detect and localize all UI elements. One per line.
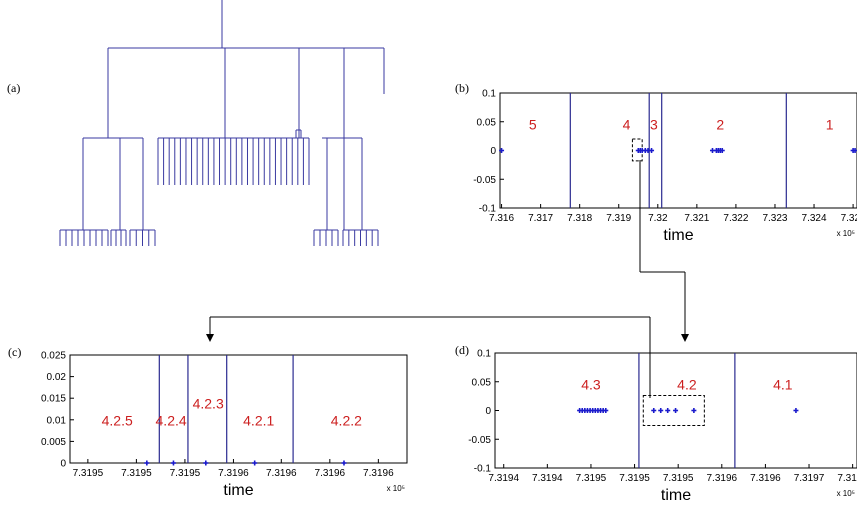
cluster-region-label: 4.2.1 [243,413,274,429]
x-tick-label: 7.3195 [170,468,201,479]
y-tick-label: 0.005 [41,437,66,448]
data-point [499,148,505,153]
y-tick-label: 0.05 [472,377,492,388]
x-axis-label: time [223,482,253,499]
cluster-region-label: 2 [716,117,724,133]
data-point [252,460,258,466]
x-axis-exponent: x 10⁵ [387,484,405,493]
data-point [649,148,655,153]
data-point [651,408,657,413]
data-point [203,460,209,466]
data-point [170,460,176,466]
x-tick-label: 7.3195 [121,468,152,479]
x-tick-label: 7.3194 [532,473,563,484]
x-tick-label: 7.32 [648,213,668,224]
x-tick-label: 7.3196 [266,468,297,479]
y-tick-label: 0.1 [482,89,496,100]
y-tick-label: 0.01 [47,415,67,426]
chart-panel-c: 0 0.005 0.01 0.015 0.02 0.025 7.3195 7.3195 7.31… [41,351,408,499]
chart-panel-d: -0.1 -0.05 0 0.05 0.1 7.3194 7.3194 7.3195 7.319… [468,349,857,504]
x-tick-label: 7.3195 [663,473,694,484]
panel-label-a: (a) [7,81,20,95]
arrowhead-d [681,334,689,342]
x-tick-label: 7.3196 [706,473,737,484]
x-tick-label: 7.324 [802,213,827,224]
x-axis-exponent: x 10⁵ [837,489,855,498]
x-tick-label: 7.322 [723,213,748,224]
y-tick-label: 0 [485,406,491,417]
connector-arrows [206,160,689,398]
x-tick-label: 7.3196 [218,468,249,479]
data-point [673,408,679,413]
y-tick-label: -0.05 [468,435,491,446]
cluster-region-label: 5 [529,117,537,133]
y-tick-label: 0.05 [477,117,497,128]
y-tick-label: 0.02 [47,372,67,383]
x-tick-label: 7.3194 [488,473,519,484]
cluster-region-label: 4.2 [677,377,697,393]
cluster-region-label: 4.1 [773,377,793,393]
x-tick-label: 7.3195 [73,468,104,479]
data-point [793,408,799,413]
y-tick-label: 0 [60,459,66,470]
zoom-highlight-box [642,395,705,426]
cluster-region-label: 4.3 [581,377,601,393]
panel-label-c: (c) [8,345,21,359]
cluster-region-label: 4.2.4 [156,413,187,429]
x-tick-label: 7.3195 [619,473,650,484]
x-tick-label: 7.3198 [837,473,857,484]
panel-label-d: (d) [455,343,469,357]
x-tick-label: 7.317 [528,213,553,224]
x-axis-label: time [661,487,691,504]
x-tick-label: 7.318 [567,213,592,224]
data-point [691,408,697,413]
x-tick-label: 7.316 [489,213,514,224]
x-tick-label: 7.3196 [363,468,394,479]
y-tick-label: 0.025 [41,351,66,362]
plot-frame [499,92,857,209]
x-axis-exponent: x 10⁵ [837,229,855,238]
x-tick-label: 7.3196 [315,468,346,479]
cluster-tree-diagram [59,0,385,246]
x-axis-label: time [663,227,693,244]
plot-frame [69,354,408,464]
x-tick-label: 7.3195 [576,473,607,484]
data-point [603,408,609,413]
cluster-region-label: 3 [650,117,658,133]
chart-panel-b: -0.1 -0.05 0 0.05 0.1 7.316 7.317 7.318 7.319 7.3… [473,89,857,244]
cluster-region-label: 4 [623,117,631,133]
arrowhead-c [206,334,214,342]
data-point [665,408,671,413]
x-tick-label: 7.3196 [750,473,781,484]
data-point [144,460,150,466]
cluster-region-label: 4.2.2 [331,413,362,429]
cluster-region-label: 4.2.5 [102,413,133,429]
y-tick-label: 0 [490,146,496,157]
y-tick-label: -0.1 [479,204,497,215]
y-tick-label: 0.1 [477,349,491,360]
x-tick-label: 7.3197 [794,473,825,484]
y-tick-label: -0.05 [473,175,496,186]
x-tick-label: 7.323 [762,213,787,224]
data-point [719,148,725,153]
cluster-region-label: 1 [826,117,834,133]
y-tick-label: -0.1 [474,464,492,475]
data-point [658,408,664,413]
panel-label-b: (b) [455,81,469,95]
y-tick-label: 0.015 [41,394,66,405]
cluster-region-label: 4.2.3 [193,395,224,411]
x-tick-label: 7.321 [684,213,709,224]
x-tick-label: 7.325 [841,213,857,224]
data-point [341,460,347,466]
x-tick-label: 7.319 [606,213,631,224]
